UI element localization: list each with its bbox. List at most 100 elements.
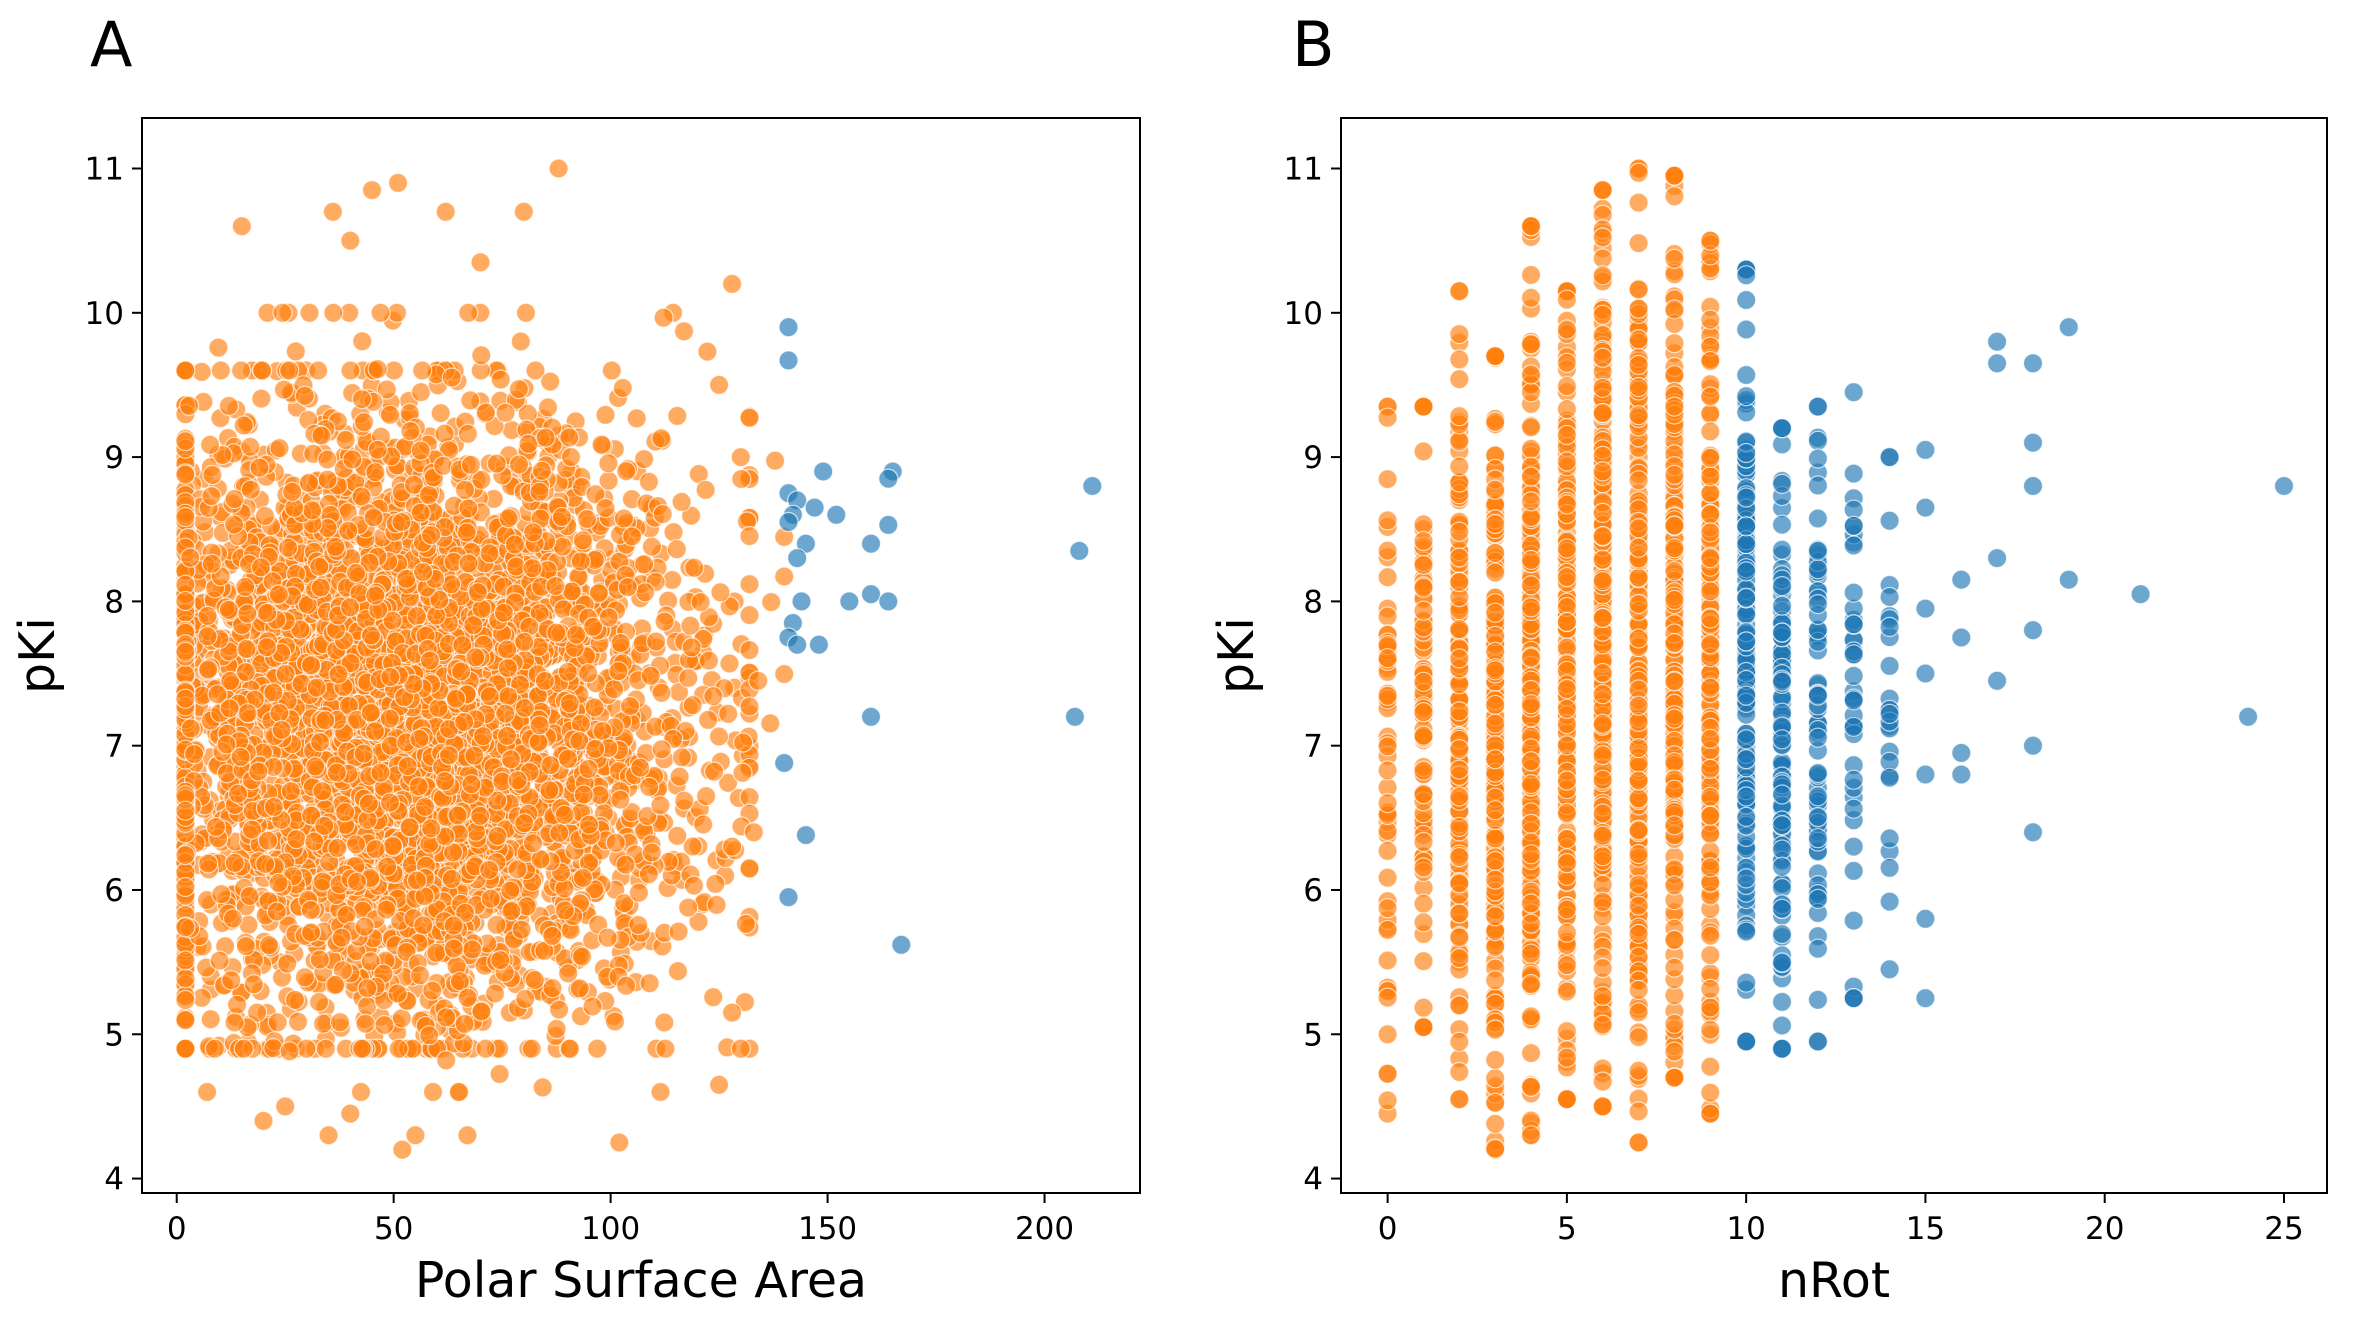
data-point xyxy=(240,479,261,500)
data-point xyxy=(345,834,367,855)
data-point xyxy=(457,1125,478,1146)
data-point xyxy=(548,158,569,179)
data-point xyxy=(376,899,397,920)
data-point xyxy=(678,667,699,689)
data-point xyxy=(718,703,739,724)
data-point xyxy=(760,713,781,734)
data-point xyxy=(529,715,550,736)
data-point xyxy=(294,967,315,988)
data-point xyxy=(668,921,689,942)
data-point xyxy=(317,469,338,490)
data-point xyxy=(351,1038,372,1059)
data-point xyxy=(560,446,582,468)
data-point xyxy=(529,481,550,502)
data-point xyxy=(277,953,298,974)
data-point xyxy=(456,522,477,543)
data-point xyxy=(559,693,580,714)
data-point xyxy=(465,647,486,668)
data-point xyxy=(328,664,349,685)
data-point xyxy=(254,505,276,527)
y-tick-label: 5 xyxy=(104,1017,124,1053)
data-point xyxy=(515,988,536,1010)
data-point xyxy=(540,371,561,392)
data-point xyxy=(1082,475,1103,497)
data-point xyxy=(268,584,289,605)
data-point xyxy=(175,464,196,485)
data-point xyxy=(669,766,690,787)
data-point xyxy=(175,688,196,709)
data-point xyxy=(667,825,688,847)
data-point xyxy=(603,679,625,700)
data-point xyxy=(323,302,344,323)
data-point xyxy=(652,503,673,525)
data-point xyxy=(475,1038,496,1059)
data-point xyxy=(346,871,368,892)
data-points xyxy=(175,158,1103,1160)
data-point xyxy=(263,682,284,703)
data-point xyxy=(271,719,292,740)
data-point xyxy=(605,832,626,853)
data-point xyxy=(454,711,475,733)
data-point xyxy=(198,853,219,874)
data-point xyxy=(202,464,223,486)
data-point xyxy=(640,665,661,686)
data-point xyxy=(208,337,229,358)
data-point xyxy=(479,686,500,707)
data-point xyxy=(860,533,882,554)
data-point xyxy=(414,796,436,817)
data-point xyxy=(294,385,315,406)
data-point xyxy=(355,1013,376,1034)
data-point xyxy=(703,686,724,707)
data-point xyxy=(739,573,760,595)
data-point xyxy=(379,404,401,425)
data-point xyxy=(534,670,556,692)
data-point xyxy=(364,721,386,742)
data-point xyxy=(175,641,196,663)
data-point xyxy=(653,307,674,328)
data-point xyxy=(671,491,692,512)
data-point xyxy=(312,781,333,802)
data-point xyxy=(500,880,521,901)
data-point xyxy=(597,927,618,948)
data-point xyxy=(496,725,518,747)
data-point xyxy=(578,758,599,780)
data-point xyxy=(200,1009,221,1030)
data-point xyxy=(257,602,278,624)
data-point xyxy=(322,201,343,222)
data-point xyxy=(470,805,491,826)
data-point xyxy=(651,739,672,760)
data-point xyxy=(490,369,511,390)
data-point xyxy=(434,423,455,444)
data-point xyxy=(615,975,637,996)
data-point xyxy=(554,804,575,826)
data-point xyxy=(353,412,375,433)
data-point xyxy=(222,908,244,929)
data-point xyxy=(313,1013,334,1034)
data-point xyxy=(511,919,532,940)
data-point xyxy=(641,842,662,863)
data-point xyxy=(695,479,716,500)
data-point xyxy=(634,582,656,603)
data-point xyxy=(447,805,468,826)
data-point xyxy=(433,455,454,476)
data-point xyxy=(237,703,258,724)
data-point xyxy=(175,917,196,938)
data-point xyxy=(180,547,201,568)
data-point xyxy=(279,360,300,381)
data-point xyxy=(791,591,812,612)
data-point xyxy=(612,377,633,399)
data-point xyxy=(878,468,899,489)
data-point xyxy=(548,999,570,1020)
data-point xyxy=(532,1077,553,1098)
data-point xyxy=(419,650,440,671)
data-point xyxy=(576,508,598,530)
data-point xyxy=(302,500,323,521)
data-point xyxy=(639,973,660,994)
data-point xyxy=(256,637,277,658)
data-point xyxy=(559,1038,581,1059)
data-point xyxy=(654,1012,675,1033)
data-point xyxy=(363,507,384,528)
data-point xyxy=(486,914,507,936)
data-point xyxy=(628,914,649,936)
data-point xyxy=(413,561,434,583)
